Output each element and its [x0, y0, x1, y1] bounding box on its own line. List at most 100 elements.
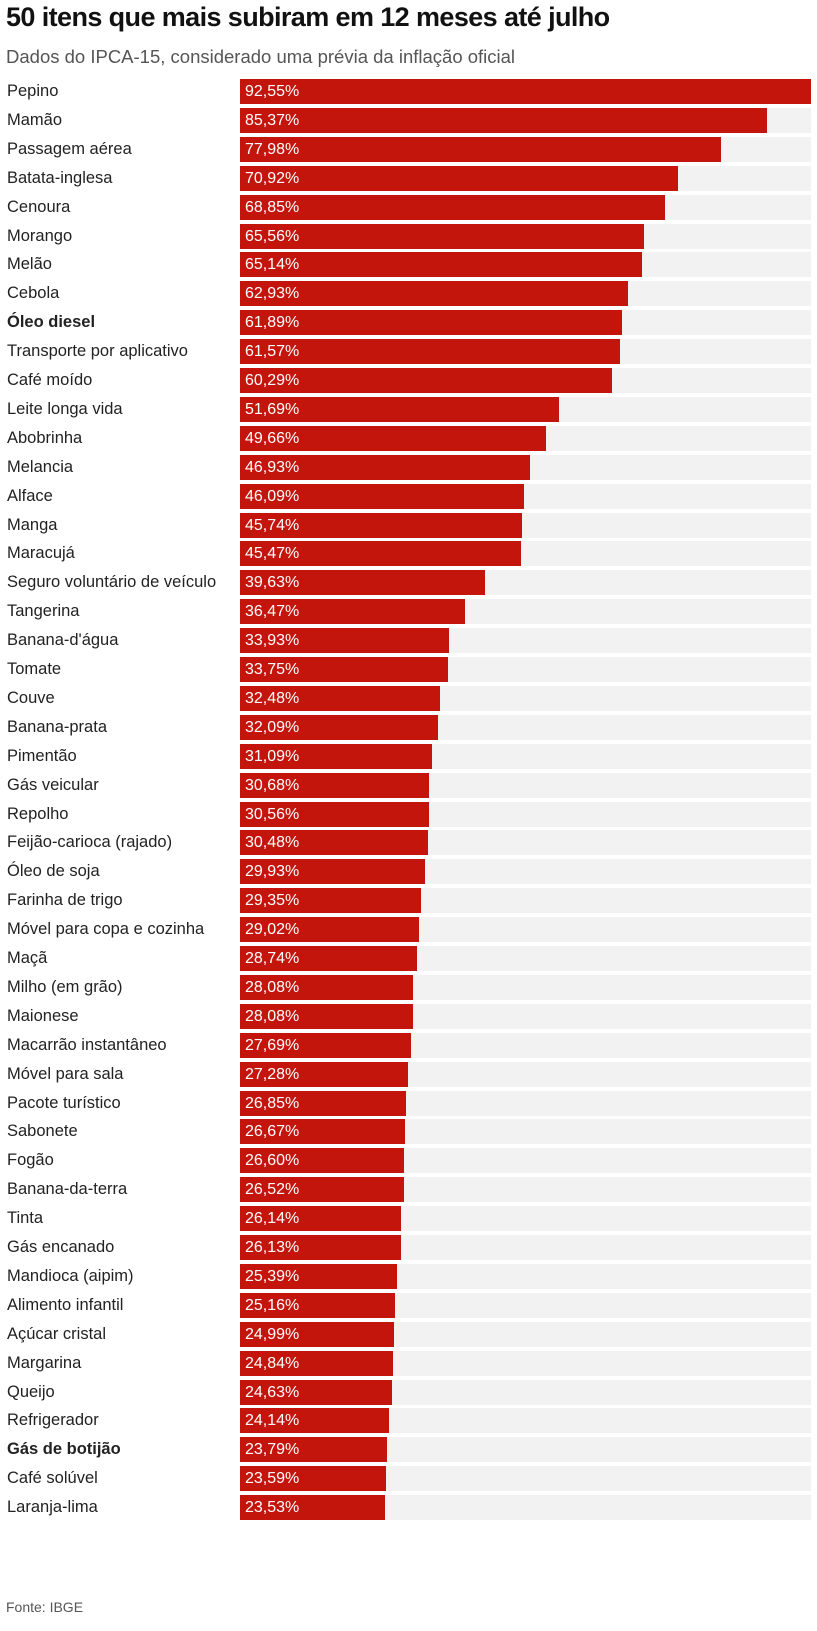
category-label: Margarina — [7, 1353, 82, 1372]
category-label: Sabonete — [7, 1122, 78, 1141]
category-label: Passagem aérea — [7, 139, 132, 158]
bar — [240, 425, 547, 451]
value-label: 24,63% — [245, 1383, 300, 1401]
category-label: Óleo de soja — [7, 862, 100, 881]
category-label: Batata-inglesa — [7, 168, 113, 187]
category-label: Móvel para copa e cozinha — [7, 920, 205, 939]
chart-title: 50 itens que mais subiram em 12 meses at… — [6, 2, 610, 32]
value-label: 26,85% — [245, 1094, 300, 1112]
bar — [240, 859, 425, 885]
bar — [240, 396, 559, 422]
bar — [240, 1408, 389, 1434]
value-label: 68,85% — [245, 198, 300, 216]
bar — [240, 165, 678, 191]
bar-row: Feijão-carioca (rajado) 30,48% — [0, 828, 817, 857]
value-label: 85,37% — [245, 111, 300, 129]
bar — [240, 281, 629, 307]
value-label: 26,13% — [245, 1239, 300, 1256]
value-label: 61,57% — [245, 343, 300, 361]
value-label: 24,14% — [245, 1412, 300, 1430]
category-label: Pimentão — [7, 746, 77, 765]
category-label: Maçã — [7, 949, 48, 967]
bar — [240, 1350, 394, 1376]
bar-row: Morango 65,56% — [0, 222, 817, 251]
bar — [240, 1466, 386, 1492]
category-label: Transporte por aplicativo — [7, 342, 188, 361]
bar — [240, 454, 530, 480]
bar — [240, 801, 429, 827]
category-label: Leite longa vida — [7, 399, 123, 418]
bar-row: Fogão 26,60% — [0, 1146, 817, 1175]
category-label: Açúcar cristal — [7, 1324, 107, 1343]
bar — [240, 1148, 405, 1174]
bar — [240, 368, 612, 393]
value-label: 25,16% — [245, 1296, 300, 1314]
category-label: Banana-d'água — [7, 631, 119, 650]
bar — [240, 1032, 411, 1058]
value-label: 30,48% — [245, 834, 300, 852]
value-label: 32,09% — [245, 718, 300, 736]
bar-row: Pepino 92,55% — [0, 77, 817, 106]
value-label: 36,47% — [245, 603, 300, 621]
bar-row: Cenoura 68,85% — [0, 193, 817, 222]
bar-row: Leite longa vida 51,69% — [0, 395, 817, 424]
bar — [240, 1321, 395, 1347]
bar-row: Milho (em grão) 28,08% — [0, 973, 817, 1002]
value-label: 45,47% — [245, 545, 300, 563]
bar-row: Abobrinha 49,66% — [0, 424, 817, 453]
bar-row: Manga 45,74% — [0, 511, 817, 540]
bar-row: Farinha de trigo 29,35% — [0, 886, 817, 915]
category-label: Refrigerador — [7, 1411, 99, 1430]
value-label: 23,79% — [245, 1441, 300, 1459]
value-label: 29,02% — [245, 921, 300, 939]
bar-row: Sabonete 26,67% — [0, 1117, 817, 1146]
bar — [240, 1061, 409, 1087]
bar — [240, 223, 645, 249]
bar-row: Maionese 28,08% — [0, 1002, 817, 1031]
value-label: 70,92% — [245, 169, 300, 187]
category-label: Farinha de trigo — [7, 891, 123, 910]
bar-row: Café moído 60,29% — [0, 366, 817, 395]
value-label: 23,53% — [245, 1499, 300, 1517]
bar — [240, 685, 441, 711]
category-label: Seguro voluntário de veículo — [7, 573, 217, 592]
bar — [240, 339, 620, 365]
bar — [240, 714, 438, 740]
bar-row: Transporte por aplicativo 61,57% — [0, 337, 817, 366]
bar — [240, 1177, 404, 1203]
value-label: 28,08% — [245, 1007, 300, 1025]
bar-row: Melão 65,14% — [0, 250, 817, 279]
bar-row: Margarina 24,84% — [0, 1349, 817, 1378]
bar-row: Maracujá 45,47% — [0, 539, 817, 568]
bar — [240, 310, 622, 336]
bar — [240, 570, 485, 596]
category-label: Cenoura — [7, 197, 71, 216]
bar-row: Tinta 26,14% — [0, 1204, 817, 1233]
category-label: Móvel para sala — [7, 1064, 124, 1083]
bar-row: Queijo 24,63% — [0, 1378, 817, 1407]
category-label: Gás de botijão — [7, 1440, 121, 1459]
value-label: 31,09% — [245, 747, 300, 765]
category-label: Tangerina — [7, 602, 80, 621]
value-label: 26,67% — [245, 1123, 300, 1141]
bar — [240, 1495, 386, 1521]
bar-row: Refrigerador 24,14% — [0, 1406, 817, 1435]
category-label: Melão — [7, 255, 52, 274]
value-label: 24,84% — [245, 1354, 300, 1372]
bar — [240, 512, 523, 538]
category-label: Cebola — [7, 284, 60, 303]
bar — [240, 888, 422, 914]
bar — [240, 657, 449, 682]
value-label: 60,29% — [245, 372, 300, 389]
bar — [240, 136, 722, 162]
category-label: Mandioca (aipim) — [7, 1266, 134, 1285]
bar — [240, 628, 450, 654]
value-label: 29,93% — [245, 863, 300, 881]
value-label: 45,74% — [245, 516, 300, 534]
category-label: Pepino — [7, 82, 59, 100]
category-label: Melancia — [7, 457, 74, 476]
bar — [240, 1235, 402, 1260]
value-label: 30,68% — [245, 776, 300, 794]
category-label: Mamão — [7, 110, 63, 129]
category-label: Óleo diesel — [7, 313, 96, 332]
